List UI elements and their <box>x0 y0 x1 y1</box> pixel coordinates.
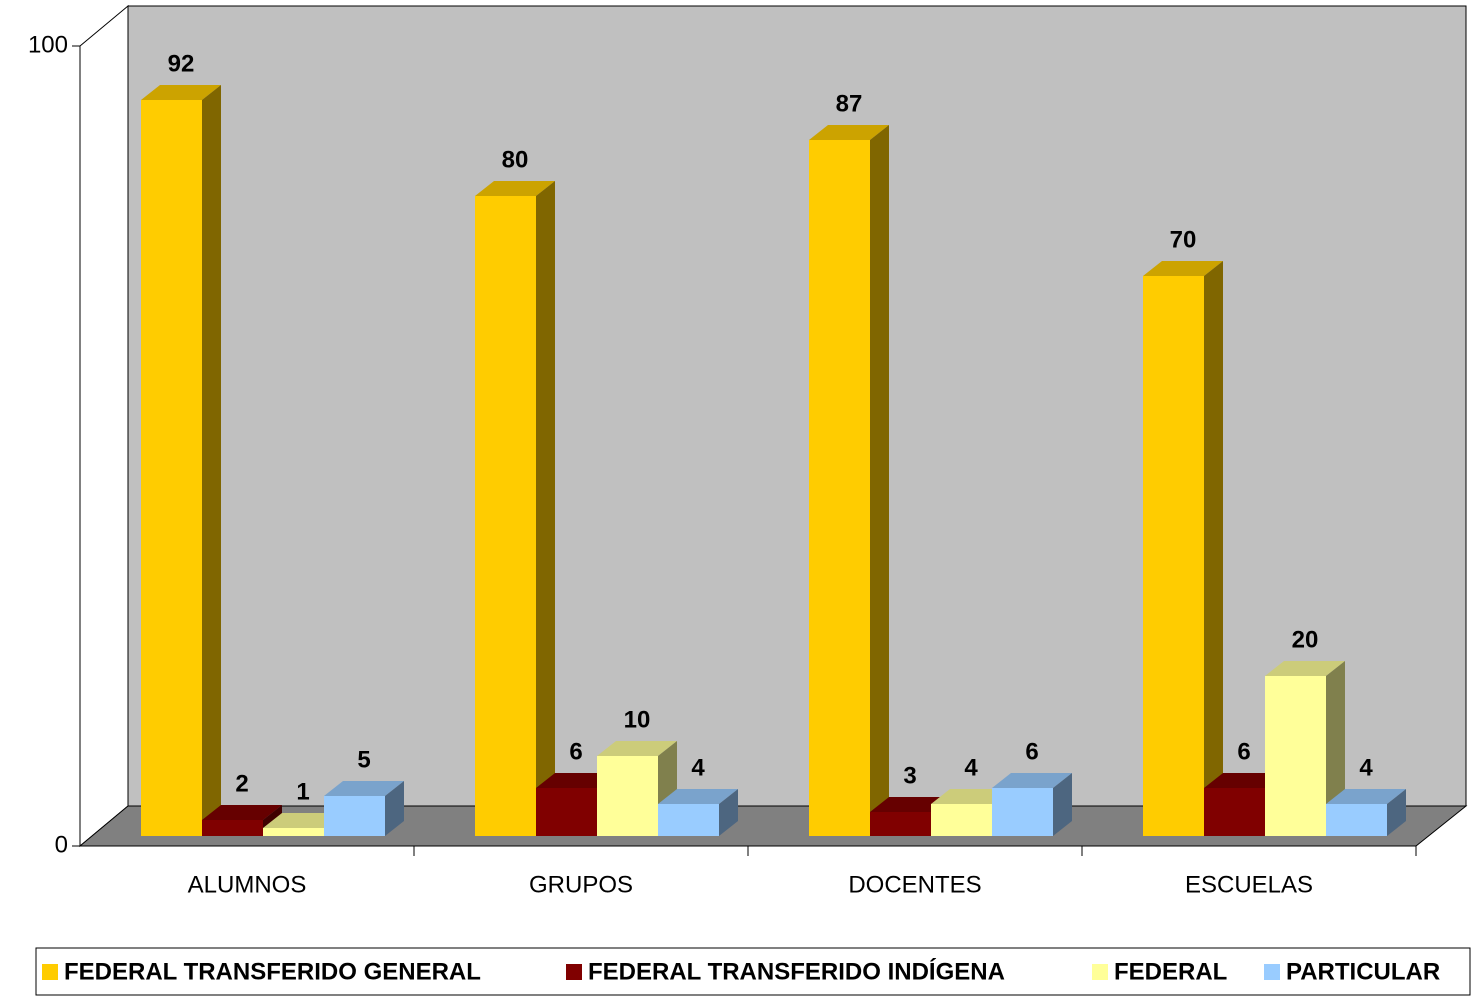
bar-top <box>931 789 1011 804</box>
x-tick-label: ALUMNOS <box>188 871 307 898</box>
bar <box>475 196 536 836</box>
bar-top <box>1204 773 1284 788</box>
bar-side <box>536 181 555 836</box>
bar-side <box>202 85 221 836</box>
bar-top <box>141 85 221 100</box>
bar <box>992 788 1053 836</box>
bar-top <box>1143 261 1223 276</box>
bar-top <box>1326 789 1406 804</box>
data-label: 80 <box>502 146 529 173</box>
bar <box>202 820 263 836</box>
bar-side <box>870 125 889 836</box>
y-tick-label: 100 <box>28 31 68 58</box>
y-tick-label: 0 <box>55 831 68 858</box>
data-label: 6 <box>1237 738 1250 765</box>
bar-side <box>719 789 738 836</box>
bar <box>1326 804 1387 836</box>
bar <box>597 756 658 836</box>
bar <box>141 100 202 836</box>
bar <box>870 812 931 836</box>
bar-top <box>1265 661 1345 676</box>
bar-top <box>809 125 889 140</box>
data-label: 4 <box>1359 754 1373 781</box>
legend-label: FEDERAL <box>1114 958 1227 985</box>
legend-label: PARTICULAR <box>1286 958 1440 985</box>
legend-label: FEDERAL TRANSFERIDO GENERAL <box>64 958 481 985</box>
bar <box>809 140 870 836</box>
x-tick-label: GRUPOS <box>529 871 633 898</box>
data-label: 2 <box>235 770 248 797</box>
bar <box>1143 276 1204 836</box>
x-tick-label: ESCUELAS <box>1185 871 1313 898</box>
legend-swatch <box>566 964 582 980</box>
bar-side <box>385 781 404 836</box>
data-label: 10 <box>624 706 651 733</box>
bar-top <box>324 781 404 796</box>
bar-top <box>870 797 950 812</box>
bar <box>658 804 719 836</box>
data-label: 87 <box>836 90 863 117</box>
data-label: 20 <box>1292 626 1319 653</box>
side-wall <box>79 4 129 848</box>
legend-swatch <box>42 964 58 980</box>
bar <box>1265 676 1326 836</box>
bar <box>324 796 385 836</box>
bar <box>263 828 324 836</box>
bar-side <box>1053 773 1072 836</box>
data-label: 1 <box>296 778 309 805</box>
bar-top <box>475 181 555 196</box>
bar-top <box>202 805 282 820</box>
bar <box>1204 788 1265 836</box>
legend <box>35 947 1471 996</box>
legend-swatch <box>1264 964 1280 980</box>
bar-side <box>1204 261 1223 836</box>
data-label: 3 <box>903 762 916 789</box>
bar-top <box>536 773 616 788</box>
bar-top <box>597 741 677 756</box>
data-label: 5 <box>357 746 370 773</box>
bar <box>536 788 597 836</box>
data-label: 92 <box>168 50 195 77</box>
data-label: 4 <box>691 754 705 781</box>
data-label: 6 <box>1025 738 1038 765</box>
bar-side <box>1326 661 1345 836</box>
bar-top <box>263 813 343 828</box>
data-label: 70 <box>1170 226 1197 253</box>
legend-label: FEDERAL TRANSFERIDO INDÍGENA <box>588 957 1005 985</box>
bar-top <box>658 789 738 804</box>
legend-swatch <box>1092 964 1108 980</box>
data-label: 4 <box>964 754 978 781</box>
bar <box>931 804 992 836</box>
data-label: 6 <box>569 738 582 765</box>
x-tick-label: DOCENTES <box>848 871 981 898</box>
bar-top <box>992 773 1072 788</box>
bar-side <box>1387 789 1406 836</box>
